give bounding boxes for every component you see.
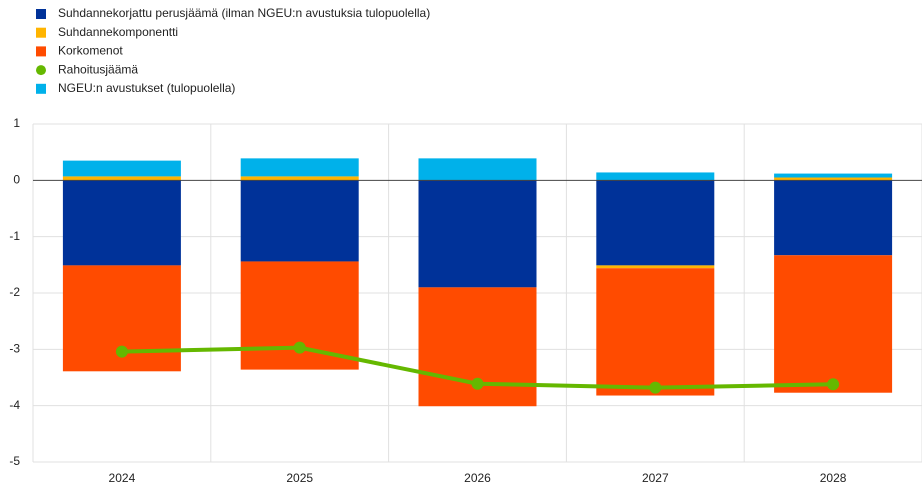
x-tick-label: 2026 [464,471,491,485]
bar [240,158,359,177]
legend-marker [36,27,46,38]
point [471,377,484,390]
legend-label: Rahoitusjäämä [58,62,138,76]
legend-marker [36,65,46,76]
bar [774,180,893,256]
legend-label: NGEU:n avustukset (tulopuolella) [58,81,235,95]
bar [62,180,181,266]
bar [774,177,893,181]
bar [596,172,715,181]
y-tick-label: -4 [9,398,20,412]
bar [240,180,359,262]
point [115,345,128,358]
point [827,378,840,391]
point [649,381,662,394]
legend-label: Suhdannekorjattu perusjäämä (ilman NGEU:… [58,6,430,20]
legend-marker [36,9,46,19]
bar [596,265,715,269]
bar [62,176,181,181]
y-tick-label: 0 [13,173,20,187]
bar [774,173,893,178]
bar [240,176,359,181]
legend-marker [36,83,46,94]
x-tick-label: 2027 [642,471,669,485]
bar [418,180,537,288]
y-tick-label: -1 [9,229,20,243]
y-tick-label: 1 [13,116,20,130]
legend-marker [36,46,46,57]
point [293,341,306,354]
bar [774,255,893,393]
bar [62,160,181,177]
bar [418,158,537,181]
y-tick-label: -3 [9,342,20,356]
bar [596,268,715,396]
x-tick-label: 2028 [820,471,847,485]
x-tick-label: 2025 [286,471,313,485]
x-tick-label: 2024 [109,471,136,485]
y-tick-label: -5 [9,454,20,468]
bar [596,180,715,266]
legend-label: Korkomenot [58,44,123,58]
legend-label: Suhdannekomponentti [58,25,178,39]
y-tick-label: -2 [9,285,20,299]
